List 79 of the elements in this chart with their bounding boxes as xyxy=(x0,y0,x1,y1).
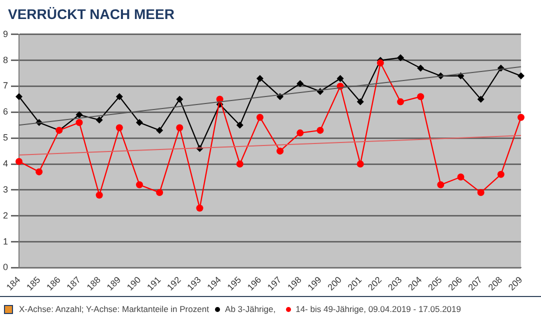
point xyxy=(236,160,244,168)
x-tick-label: 202 xyxy=(366,274,384,292)
x-tick-label: 186 xyxy=(44,274,62,292)
x-tick-label: 196 xyxy=(245,274,264,292)
point xyxy=(276,148,284,155)
x-tick-label: 192 xyxy=(165,274,183,292)
point xyxy=(477,96,484,103)
point xyxy=(16,93,23,100)
x-tick-label: 206 xyxy=(446,274,464,292)
x-tick-label: 203 xyxy=(386,274,404,292)
point xyxy=(397,54,404,62)
x-tick-label: 208 xyxy=(486,274,504,292)
x-tick-label: 184 xyxy=(4,274,22,292)
x-tick-label: 200 xyxy=(326,274,344,292)
point xyxy=(316,126,324,134)
point xyxy=(176,124,184,132)
point xyxy=(518,114,524,121)
point xyxy=(437,181,444,188)
point xyxy=(356,98,364,106)
y-tick-label: 7 xyxy=(2,80,8,91)
y-tick-label: 0 xyxy=(2,262,8,272)
point xyxy=(96,116,103,124)
point xyxy=(196,204,204,212)
y-tick-label: 2 xyxy=(2,210,8,220)
y-tick-label: 8 xyxy=(2,54,8,65)
point xyxy=(477,189,484,196)
x-tick-label: 191 xyxy=(145,274,163,292)
chart-title: VERRÜCKT NACH MEER xyxy=(8,6,174,22)
x-tick-label: 207 xyxy=(466,274,484,292)
x-tick-label: 189 xyxy=(104,274,123,292)
point xyxy=(376,59,384,66)
y-tick-label: 9 xyxy=(2,28,8,39)
legend-label: 14- bis 49-Jährige, 09.04.2019 - 17.05.2019 xyxy=(296,304,461,314)
x-tick-label: 194 xyxy=(205,274,223,292)
x-tick-label: 187 xyxy=(64,274,82,292)
y-tick-label: 5 xyxy=(2,132,8,143)
point xyxy=(256,114,264,121)
point xyxy=(497,170,504,178)
point xyxy=(417,64,424,72)
point xyxy=(336,74,344,82)
x-tick-label: 195 xyxy=(225,274,244,292)
y-tick-label: 3 xyxy=(2,184,8,194)
point xyxy=(296,129,304,136)
text: X-Achse: Anzahl; Y-Achse: Marktanteile in Prozent xyxy=(19,304,209,314)
point xyxy=(16,158,23,165)
point xyxy=(76,111,83,118)
x-tick-label: 201 xyxy=(346,274,364,292)
x-tick-label: 198 xyxy=(286,274,304,292)
x-tick-label: 185 xyxy=(24,274,42,292)
point xyxy=(296,80,304,88)
point xyxy=(156,189,164,196)
x-tick-label: 188 xyxy=(84,274,102,292)
x-tick-label: 190 xyxy=(124,274,143,292)
point xyxy=(36,168,43,176)
point xyxy=(136,181,143,188)
x-tick-label: 204 xyxy=(406,274,424,292)
y-tick-label: 6 xyxy=(2,106,8,117)
point xyxy=(76,119,83,126)
point xyxy=(136,119,143,126)
point xyxy=(176,96,184,103)
point xyxy=(417,93,424,100)
point xyxy=(236,122,244,129)
x-tick-label: 209 xyxy=(506,274,524,292)
x-tick-label: 199 xyxy=(306,274,324,292)
point xyxy=(116,93,123,100)
point xyxy=(256,74,264,82)
point xyxy=(356,160,364,168)
x-tick-label: 205 xyxy=(426,274,444,292)
point xyxy=(518,72,524,80)
x-tick-label: 197 xyxy=(266,274,284,292)
point xyxy=(397,98,404,106)
legend-label: Ab 3-Jährige, xyxy=(225,304,276,314)
y-tick-label: 1 xyxy=(2,236,8,246)
point xyxy=(457,174,464,180)
point xyxy=(156,126,164,134)
point xyxy=(116,124,123,132)
point xyxy=(96,192,103,199)
y-tick-label: 4 xyxy=(2,158,8,169)
x-tick-label: 193 xyxy=(185,274,203,292)
